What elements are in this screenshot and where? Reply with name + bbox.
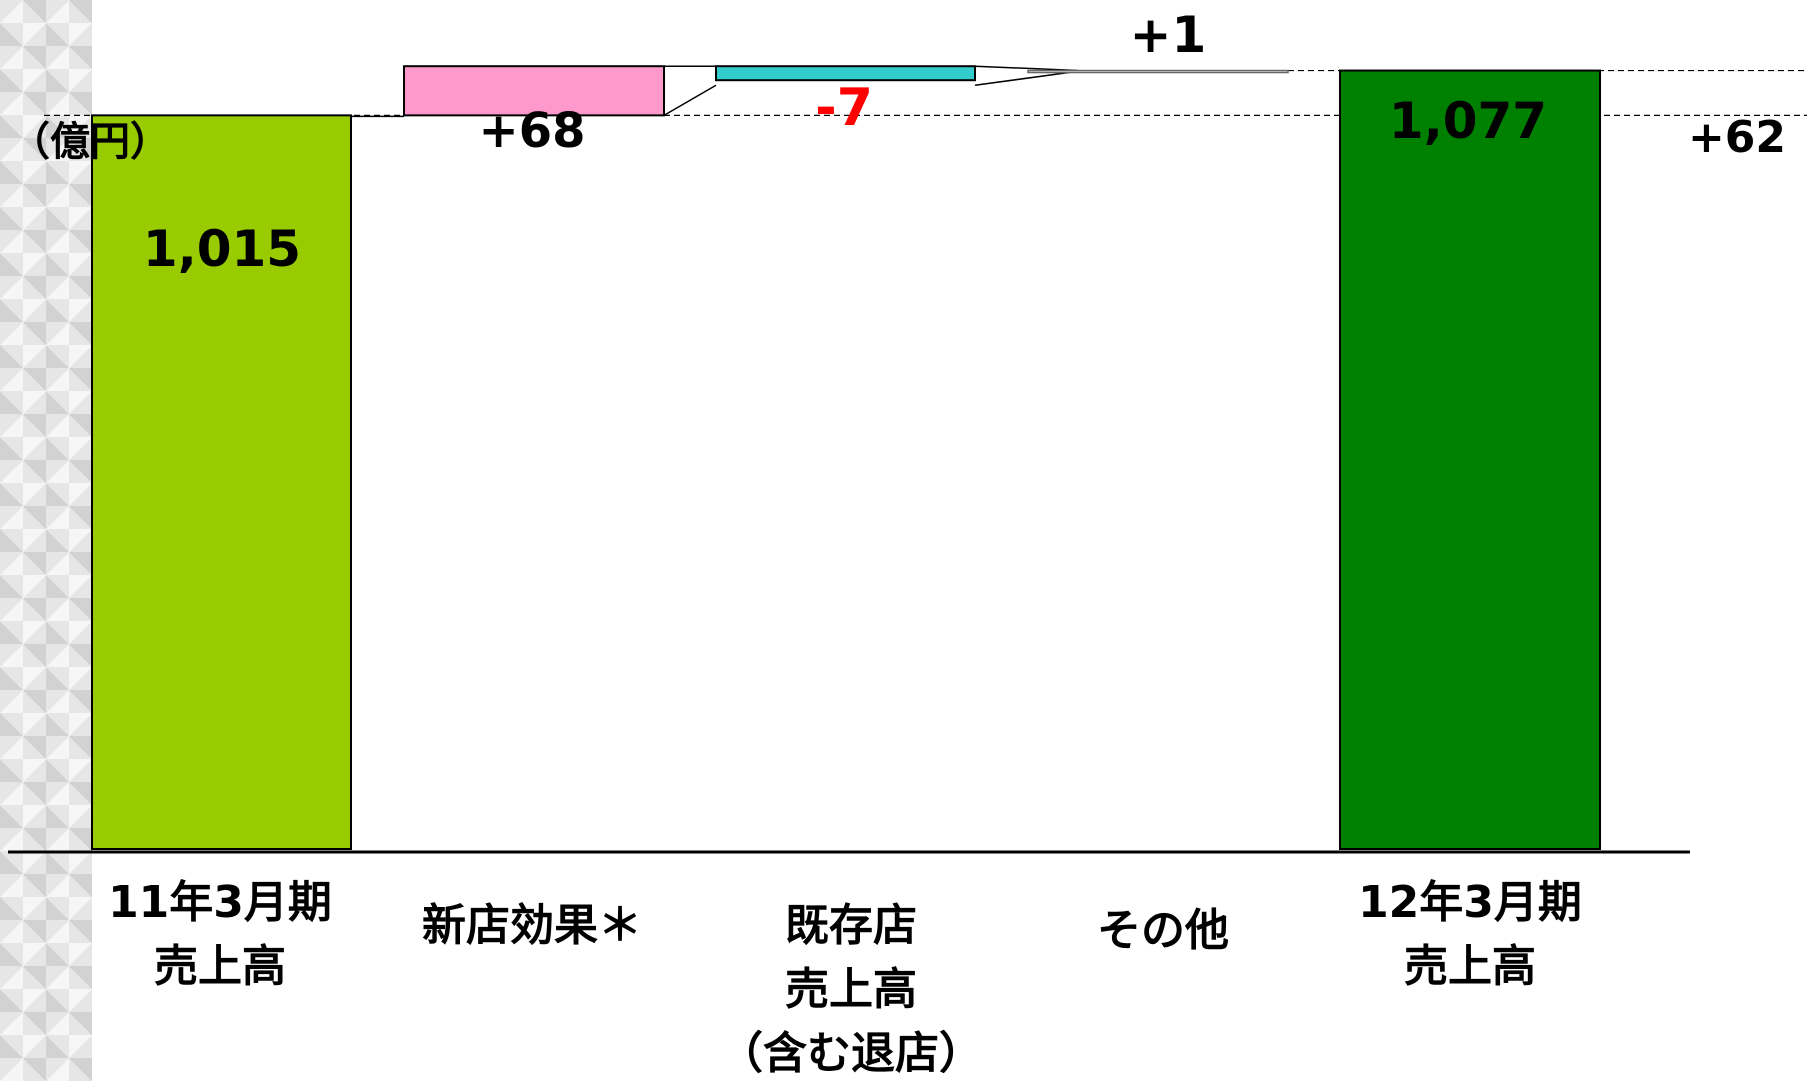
- category-label-2-0: 既存店: [785, 900, 917, 951]
- unit-label: （億円）: [10, 119, 170, 165]
- bar-1: [403, 65, 665, 117]
- category-label-3-0: その他: [1097, 905, 1229, 956]
- value-label-2: -7: [815, 78, 873, 138]
- value-label-3: +1: [1130, 6, 1207, 64]
- bar-0: [91, 114, 352, 851]
- connector-1-slant: [663, 84, 717, 117]
- bar-4: [1339, 69, 1601, 851]
- category-label-0-1: 売上高: [154, 941, 286, 992]
- category-label-1-0: 新店効果＊: [422, 900, 642, 951]
- bar-3: [1027, 69, 1289, 74]
- category-label-4-0: 12年3月期: [1358, 877, 1582, 928]
- decorative-pattern-strip: [0, 0, 92, 1081]
- value-label-4: 1,077: [1389, 92, 1547, 150]
- value-label-0: 1,015: [143, 220, 301, 278]
- category-label-2-1: 売上高: [785, 964, 917, 1015]
- category-label-0-0: 11年3月期: [108, 877, 332, 928]
- value-label-1: +68: [478, 103, 585, 159]
- category-label-2-2: （含む退店）: [719, 1028, 983, 1079]
- category-label-4-1: 売上高: [1404, 941, 1536, 992]
- bar-2: [715, 65, 976, 82]
- total-change-label: +62: [1688, 112, 1786, 163]
- connector-2-bottom: [974, 70, 1079, 87]
